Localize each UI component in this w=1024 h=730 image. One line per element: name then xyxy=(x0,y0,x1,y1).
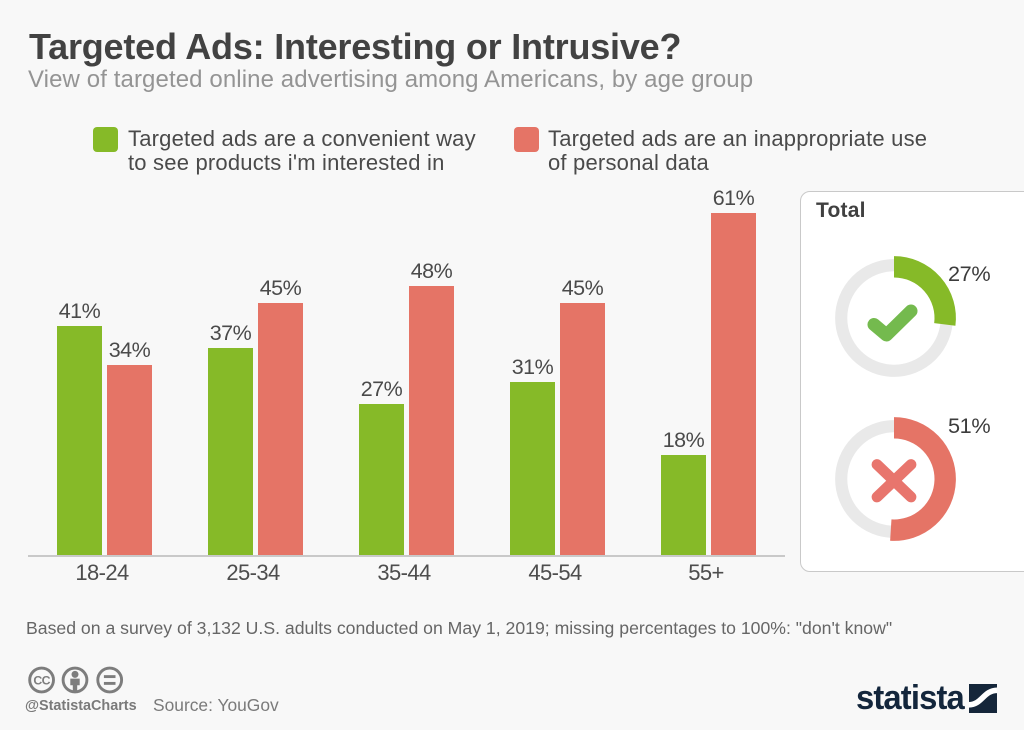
svg-text:CC: CC xyxy=(33,673,50,687)
